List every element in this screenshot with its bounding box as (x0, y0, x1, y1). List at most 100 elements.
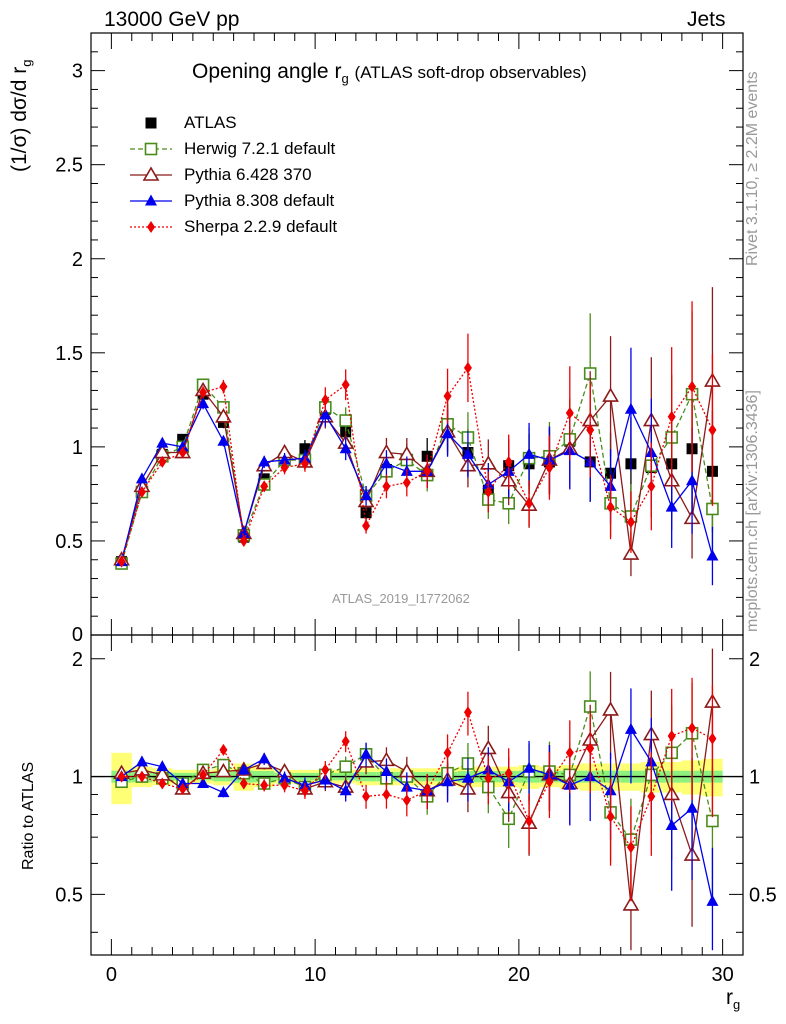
main-point-p8 (624, 402, 637, 414)
ratio-point-sherpa (667, 729, 676, 742)
main-point-sherpa (280, 461, 289, 474)
main-point-sherpa (402, 476, 411, 489)
main-point-data (299, 443, 311, 455)
legend-item-herwig: Herwig 7.2.1 default (128, 136, 337, 162)
ratio-point-sherpa (117, 770, 126, 783)
x-axis-label-sub: g (733, 997, 741, 1013)
main-point-p6 (602, 387, 619, 402)
ratio-point-sherpa (158, 777, 167, 790)
main-y-tick-label: 0 (72, 624, 83, 646)
ratio-point-sherpa (647, 790, 656, 803)
main-y-tick-label: 2 (72, 249, 83, 271)
main-point-p8 (197, 397, 210, 409)
main-series-sherpa (117, 301, 717, 568)
main-point-sherpa (708, 423, 717, 436)
analysis-watermark: ATLAS_2019_I1772062 (332, 591, 470, 606)
main-y-tick-label: 0.5 (55, 531, 83, 553)
main-point-sherpa (382, 480, 391, 493)
main-point-p8 (461, 447, 474, 459)
ratio-point-sherpa (565, 746, 574, 759)
chart-title-suffix: (ATLAS soft-drop observables) (354, 63, 587, 82)
ratio-point-sherpa (362, 790, 371, 803)
legend-symbol-p8 (145, 194, 157, 206)
main-point-sherpa (504, 455, 513, 468)
main-point-p8 (258, 455, 271, 467)
main-point-p8 (319, 408, 332, 420)
ratio-point-sherpa (260, 779, 269, 792)
ratio-point-p8 (278, 771, 291, 783)
ratio-point-sherpa (545, 775, 554, 788)
ratio-point-sherpa (484, 772, 493, 785)
ratio-y-tick-label-right: 0.5 (749, 884, 777, 906)
mcplots-text: mcplots.cern.ch [arXiv:1306.3436] (744, 390, 761, 632)
ratio-point-sherpa (280, 779, 289, 792)
main-line-p8 (120, 402, 714, 562)
ratio-point-sherpa (199, 768, 208, 781)
main-point-sherpa (647, 480, 656, 493)
ratio-y-tick-label-right: 1 (749, 767, 760, 789)
ratio-point-sherpa (525, 814, 534, 827)
legend-symbol-sherpa (147, 221, 155, 233)
ratio-point-p8 (360, 747, 373, 759)
main-point-p8 (156, 436, 169, 448)
main-point-p8 (176, 440, 189, 452)
ratio-point-sherpa (402, 794, 411, 807)
ratio-y-tick-label-right: 2 (749, 649, 760, 671)
legend-label-pythia8: Pythia 8.308 default (184, 191, 335, 210)
main-y-axis: 0.5 1 1.5 2 2.5 3 0 (55, 32, 743, 646)
ratio-y-tick-label: 0.5 (55, 884, 83, 906)
main-line-sherpa (120, 366, 714, 562)
ratio-point-p8 (686, 801, 699, 813)
legend-marker-pythia8 (128, 188, 184, 214)
legend-marker-herwig (128, 136, 184, 162)
x-axis: 0 10 20 30 (90, 33, 744, 986)
main-point-sherpa (484, 486, 493, 499)
rivet-version-text: Rivet 3.1.10, ≥ 2.2M events (744, 71, 761, 266)
ratio-point-p8 (339, 784, 352, 796)
ratio-point-sherpa (688, 722, 697, 735)
chart-title-main: Opening angle r (192, 60, 342, 83)
legend-item-pythia8: Pythia 8.308 default (128, 188, 337, 214)
main-line-p6 (120, 380, 714, 560)
ratio-point-p8 (156, 760, 169, 772)
y-axis-label-main: (1/σ) dσ/d rg (8, 59, 34, 172)
ratio-point-p8 (237, 763, 250, 775)
header-right: Jets (687, 8, 726, 31)
ratio-point-p8 (441, 775, 454, 787)
legend-item-atlas: ATLAS (128, 110, 337, 136)
ratio-series-p8 (115, 688, 719, 951)
ratio-y-tick-label: 1 (72, 767, 83, 789)
main-point-sherpa (626, 516, 635, 529)
ratio-point-p8 (665, 818, 678, 830)
main-point-p8 (686, 474, 699, 486)
chart-title: Opening angle rg (ATLAS soft-drop observ… (192, 60, 587, 86)
ratio-point-p6 (622, 896, 640, 911)
x-tick-label: 20 (508, 964, 530, 986)
legend: ATLAS Herwig 7.2.1 default Pythia 6.428 … (128, 110, 337, 240)
main-y-tick-label: 1.5 (55, 343, 83, 365)
legend-symbol-p6 (142, 166, 160, 181)
main-point-sherpa (545, 461, 554, 474)
ratio-point-p8 (461, 771, 474, 783)
ratio-point-sherpa (239, 777, 248, 790)
main-point-sherpa (443, 390, 452, 403)
main-point-sherpa (137, 486, 146, 499)
ratio-point-sherpa (341, 735, 350, 748)
ratio-line-p6 (121, 701, 714, 905)
main-y-tick-label: 1 (72, 437, 83, 459)
ratio-point-p6 (602, 701, 619, 716)
main-point-p8 (217, 434, 230, 446)
main-point-p8 (441, 427, 454, 439)
main-point-sherpa (362, 519, 371, 532)
ratio-point-sherpa (321, 763, 330, 776)
main-point-sherpa (158, 455, 167, 468)
main-point-sherpa (199, 386, 208, 399)
ratio-point-sherpa (219, 743, 228, 756)
ratio-point-sherpa (463, 706, 472, 719)
main-y-tick-label: 2.5 (55, 155, 83, 177)
main-y-tick-label: 3 (72, 61, 83, 83)
x-tick-label: 30 (712, 964, 734, 986)
legend-marker-sherpa (128, 214, 184, 240)
main-point-data (360, 507, 372, 519)
